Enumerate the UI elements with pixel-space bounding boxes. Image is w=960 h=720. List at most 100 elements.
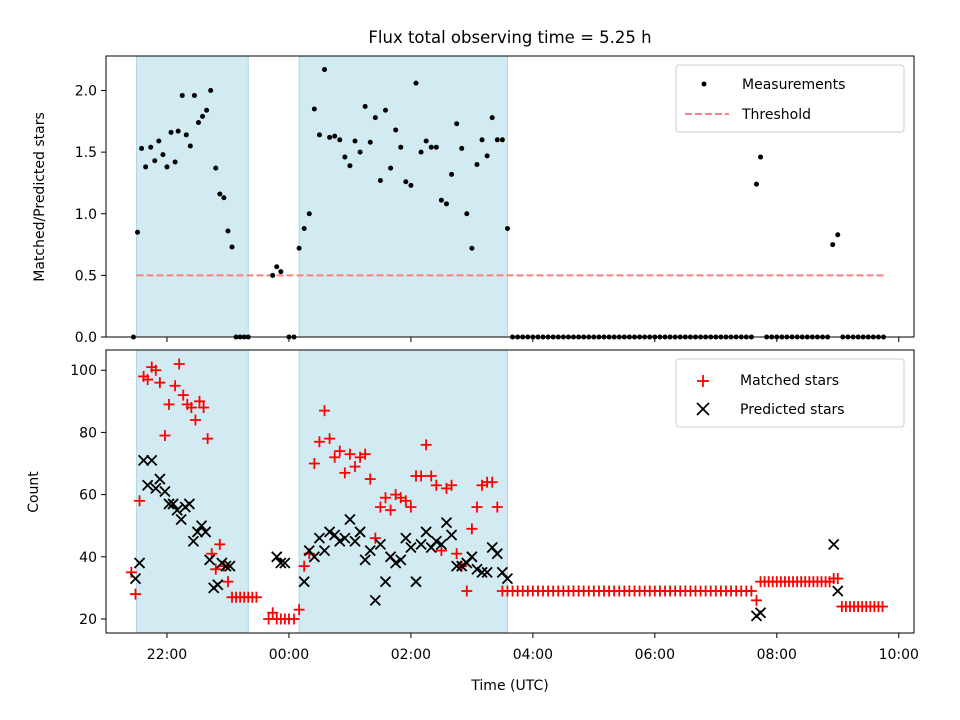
bottom-x-axis-ticks: 22:00 00:00 02:00 04:00 06:00 08:00 10:00 [147, 633, 919, 663]
top-ytick-label: 1.5 [75, 145, 97, 161]
measurement-point [332, 133, 338, 139]
measurement-point [382, 107, 388, 113]
measurement-point [372, 115, 378, 121]
measurement-point [469, 245, 475, 251]
measurement-point [183, 132, 189, 138]
measurement-point [342, 154, 348, 160]
matched-star-point [313, 436, 325, 448]
predicted-star-point [195, 520, 208, 532]
predicted-star-point [430, 535, 442, 547]
bottom-legend: Matched stars Predicted stars [675, 358, 905, 428]
ratio-panel: Flux total observing time = 5.25 h 0.00.… [32, 28, 915, 346]
matched-star-point [374, 501, 386, 513]
measurement-point [504, 226, 510, 232]
measurement-point [191, 92, 197, 98]
matched-star-point [876, 601, 888, 613]
bottom-ytick-label: 60 [79, 488, 97, 504]
predicted-star-point [150, 482, 162, 495]
top-axes-frame [105, 55, 915, 338]
observing-windows-bottom [135, 349, 508, 634]
matched-star-point [154, 377, 166, 389]
predicted-star-point [129, 572, 142, 585]
measurement-point [152, 158, 158, 164]
observing-window-2 [298, 349, 508, 634]
bottom-legend-box [675, 358, 905, 428]
matched-star-point [385, 504, 397, 516]
predicted-star-point [323, 526, 336, 538]
measurement-point [449, 171, 455, 177]
count-panel: 20 40 60 80 100 22:00 00:00 02:00 04:00 06:00 08:… [26, 349, 919, 694]
measurement-point [423, 138, 429, 144]
matched-star-point [250, 591, 262, 603]
predicted-star-point [191, 526, 204, 538]
predicted-star-point [349, 535, 361, 547]
legend-matched-label: Matched stars [740, 373, 839, 389]
top-y-axis-ticks: 0.0 0.5 1.0 1.5 2.0 [75, 84, 106, 346]
matched-star-point [189, 414, 201, 426]
top-ytick-label: 1.0 [75, 207, 97, 223]
predicted-star-point [456, 560, 468, 572]
matched-star-point [405, 501, 417, 513]
predicted-star-point [369, 594, 381, 606]
predicted-star-point [159, 485, 171, 498]
matched-star-point [159, 430, 171, 442]
matched-star-point [298, 560, 310, 572]
measurement-point [229, 244, 235, 250]
matched-star-point [222, 576, 234, 588]
predicted-star-point [405, 541, 417, 554]
measurement-point [217, 191, 223, 197]
matched-star-point [198, 402, 210, 414]
measurement-point [438, 197, 444, 203]
measurement-point [377, 177, 383, 183]
predicted-star-point [154, 473, 166, 485]
matched-star-point [194, 395, 206, 407]
top-ytick-label: 0.0 [75, 330, 97, 346]
matched-star-point [169, 380, 181, 392]
measurement-point [388, 165, 394, 171]
matched-star-point [745, 585, 757, 597]
legend-measurements-label: Measurements [742, 77, 845, 93]
measurement-point [753, 181, 759, 187]
legend-measurements-marker [701, 81, 707, 87]
matched-star-point [446, 479, 458, 491]
matched-star-point [451, 548, 463, 560]
predicted-star-point [445, 529, 458, 541]
measurement-point [459, 145, 465, 151]
predicted-star-point [501, 572, 514, 585]
predicted-star-point [220, 560, 232, 572]
matched-star-point [435, 545, 447, 557]
x-axis-label: Time (UTC) [470, 678, 548, 694]
measurement-point [464, 211, 470, 217]
matched-star-point [319, 405, 331, 417]
predicted-star-point [435, 538, 448, 551]
top-x-axis-ticks [166, 337, 900, 342]
matched-star-point [308, 458, 320, 470]
measurement-point [489, 115, 495, 121]
predicted-star-point [415, 538, 427, 551]
matched-star-point [163, 398, 175, 410]
predicted-star-point [471, 563, 483, 575]
predicted-star-point [308, 551, 320, 563]
measurement-point [398, 144, 404, 150]
matched-star-point [173, 358, 185, 370]
measurement-point [278, 269, 284, 275]
predicted-star-point [133, 557, 146, 569]
predicted-star-point [142, 479, 154, 491]
measurement-point [403, 179, 409, 185]
matched-star-point [129, 588, 141, 600]
matched-star-point [267, 607, 279, 619]
matched-star-point [400, 495, 412, 507]
measurement-point [200, 113, 206, 119]
observing-window-2 [298, 55, 508, 338]
matched-star-point [214, 538, 226, 550]
measurement-point [221, 195, 227, 201]
measurement-point [479, 137, 485, 143]
predicted-star-point [466, 551, 478, 563]
measurement-point [296, 245, 302, 251]
legend-predicted-label: Predicted stars [740, 402, 845, 418]
measurement-point [139, 145, 145, 151]
bottom-ytick-label: 20 [79, 612, 97, 628]
predicted-star-point [754, 607, 767, 619]
matched-star-point [430, 479, 442, 491]
